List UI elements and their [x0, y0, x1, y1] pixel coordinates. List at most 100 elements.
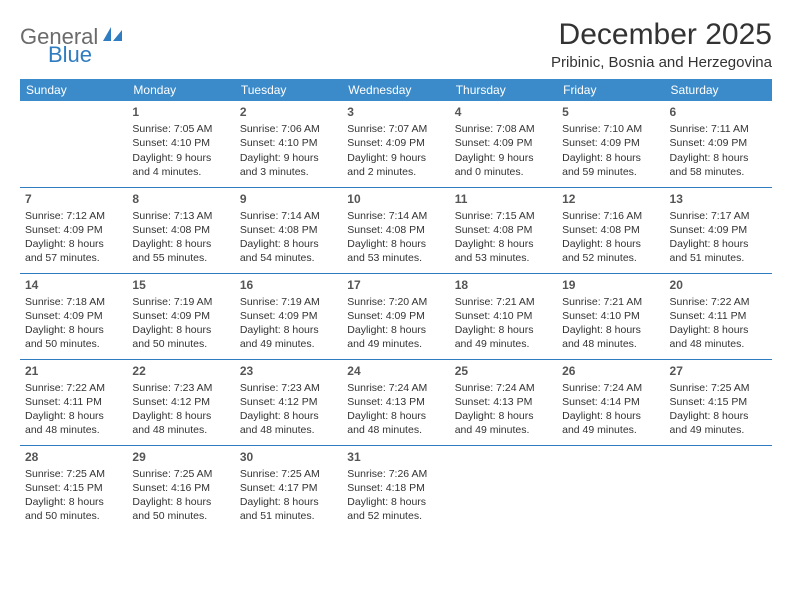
daylight-text: and 48 minutes.: [25, 423, 122, 437]
sunset-text: Sunset: 4:13 PM: [455, 395, 552, 409]
daylight-text: and 50 minutes.: [25, 509, 122, 523]
daylight-text: and 53 minutes.: [455, 251, 552, 265]
sunrise-text: Sunrise: 7:14 AM: [240, 209, 337, 223]
daylight-text: Daylight: 8 hours: [240, 409, 337, 423]
sunrise-text: Sunrise: 7:07 AM: [347, 122, 444, 136]
calendar-cell: [20, 101, 127, 187]
calendar-cell: 20Sunrise: 7:22 AMSunset: 4:11 PMDayligh…: [665, 273, 772, 359]
day-number: 28: [25, 449, 122, 465]
sunset-text: Sunset: 4:08 PM: [240, 223, 337, 237]
daylight-text: and 4 minutes.: [132, 165, 229, 179]
day-number: 4: [455, 104, 552, 120]
calendar-table: Sunday Monday Tuesday Wednesday Thursday…: [20, 79, 772, 531]
sunset-text: Sunset: 4:09 PM: [347, 136, 444, 150]
calendar-cell: 29Sunrise: 7:25 AMSunset: 4:16 PMDayligh…: [127, 445, 234, 531]
daylight-text: Daylight: 8 hours: [25, 323, 122, 337]
calendar-cell: 17Sunrise: 7:20 AMSunset: 4:09 PMDayligh…: [342, 273, 449, 359]
calendar-cell: 28Sunrise: 7:25 AMSunset: 4:15 PMDayligh…: [20, 445, 127, 531]
daylight-text: and 48 minutes.: [240, 423, 337, 437]
sunrise-text: Sunrise: 7:12 AM: [25, 209, 122, 223]
day-number: 30: [240, 449, 337, 465]
daylight-text: Daylight: 8 hours: [562, 151, 659, 165]
logo: General Blue: [20, 18, 124, 50]
daylight-text: Daylight: 8 hours: [670, 409, 767, 423]
day-number: 24: [347, 363, 444, 379]
calendar-week-row: 28 Sunrise: 7:25 AMSunset: 4:15 PM Dayligh…: [20, 445, 772, 531]
day-number: 2: [240, 104, 337, 120]
calendar-cell: 27Sunrise: 7:25 AMSunset: 4:15 PMDayligh…: [665, 359, 772, 445]
daylight-text: and 48 minutes.: [670, 337, 767, 351]
sunset-text: Sunset: 4:09 PM: [132, 309, 229, 323]
calendar-week-row: 14Sunrise: 7:18 AMSunset: 4:09 PMDayligh…: [20, 273, 772, 359]
day-number: 7: [25, 191, 122, 207]
daylight-text: Daylight: 8 hours: [670, 323, 767, 337]
daylight-text: and 51 minutes.: [240, 509, 337, 523]
title-block: December 2025 Pribinic, Bosnia and Herze…: [551, 18, 772, 71]
sunset-text: Sunset: 4:12 PM: [132, 395, 229, 409]
calendar-cell: 26Sunrise: 7:24 AMSunset: 4:14 PMDayligh…: [557, 359, 664, 445]
day-number: 13: [670, 191, 767, 207]
sunset-text: Sunset: 4:16 PM: [132, 481, 229, 495]
calendar-cell: 16Sunrise: 7:19 AMSunset: 4:09 PMDayligh…: [235, 273, 342, 359]
daylight-text: and 53 minutes.: [347, 251, 444, 265]
daylight-text: Daylight: 8 hours: [25, 237, 122, 251]
sunset-text: Sunset: 4:08 PM: [562, 223, 659, 237]
day-number: 25: [455, 363, 552, 379]
day-header: Monday: [127, 79, 234, 101]
daylight-text: and 57 minutes.: [25, 251, 122, 265]
calendar-cell: 21Sunrise: 7:22 AMSunset: 4:11 PMDayligh…: [20, 359, 127, 445]
calendar-week-row: 1Sunrise: 7:05 AMSunset: 4:10 PMDaylight…: [20, 101, 772, 187]
calendar-cell: 13Sunrise: 7:17 AMSunset: 4:09 PMDayligh…: [665, 187, 772, 273]
sunrise-text: Sunrise: 7:08 AM: [455, 122, 552, 136]
daylight-text: Daylight: 8 hours: [455, 323, 552, 337]
calendar-cell: 23Sunrise: 7:23 AMSunset: 4:12 PMDayligh…: [235, 359, 342, 445]
daylight-text: Daylight: 8 hours: [25, 409, 122, 423]
logo-word-2: Blue: [48, 42, 92, 68]
calendar-cell: 24Sunrise: 7:24 AMSunset: 4:13 PMDayligh…: [342, 359, 449, 445]
sunrise-text: Sunrise: 7:21 AM: [562, 295, 659, 309]
daylight-text: and 52 minutes.: [347, 509, 444, 523]
daylight-text: Daylight: 8 hours: [240, 495, 337, 509]
sunrise-text: Sunrise: 7:25 AM: [25, 467, 122, 481]
sunrise-text: Sunrise: 7:22 AM: [670, 295, 767, 309]
calendar-cell: 4Sunrise: 7:08 AMSunset: 4:09 PMDaylight…: [450, 101, 557, 187]
daylight-text: and 48 minutes.: [562, 337, 659, 351]
day-number: 29: [132, 449, 229, 465]
day-number: 23: [240, 363, 337, 379]
sunrise-text: Sunrise: 7:19 AM: [132, 295, 229, 309]
sunset-text: Sunset: 4:11 PM: [25, 395, 122, 409]
daylight-text: Daylight: 9 hours: [240, 151, 337, 165]
sunset-text: Sunset: 4:09 PM: [670, 223, 767, 237]
sunset-text: Sunset: 4:15 PM: [25, 481, 122, 495]
day-number: 3: [347, 104, 444, 120]
daylight-text: Daylight: 8 hours: [347, 323, 444, 337]
daylight-text: Daylight: 8 hours: [347, 409, 444, 423]
day-number: 16: [240, 277, 337, 293]
day-number: 22: [132, 363, 229, 379]
day-number: 19: [562, 277, 659, 293]
sunrise-text: Sunrise: 7:23 AM: [132, 381, 229, 395]
daylight-text: Daylight: 8 hours: [347, 495, 444, 509]
daylight-text: Daylight: 8 hours: [562, 237, 659, 251]
sunset-text: Sunset: 4:09 PM: [347, 309, 444, 323]
daylight-text: Daylight: 8 hours: [670, 151, 767, 165]
calendar-cell: 31Sunrise: 7:26 AMSunset: 4:18 PMDayligh…: [342, 445, 449, 531]
calendar-cell: 30Sunrise: 7:25 AMSunset: 4:17 PMDayligh…: [235, 445, 342, 531]
daylight-text: and 50 minutes.: [132, 509, 229, 523]
calendar-cell: 12Sunrise: 7:16 AMSunset: 4:08 PMDayligh…: [557, 187, 664, 273]
calendar-cell: 19Sunrise: 7:21 AMSunset: 4:10 PMDayligh…: [557, 273, 664, 359]
daylight-text: Daylight: 8 hours: [132, 237, 229, 251]
sunset-text: Sunset: 4:09 PM: [240, 309, 337, 323]
day-header-row: Sunday Monday Tuesday Wednesday Thursday…: [20, 79, 772, 101]
daylight-text: Daylight: 8 hours: [562, 323, 659, 337]
sunset-text: Sunset: 4:14 PM: [562, 395, 659, 409]
sunrise-text: Sunrise: 7:21 AM: [455, 295, 552, 309]
day-number: 14: [25, 277, 122, 293]
header: General Blue December 2025 Pribinic, Bos…: [20, 18, 772, 71]
calendar-cell: [665, 445, 772, 531]
daylight-text: Daylight: 8 hours: [670, 237, 767, 251]
sunrise-text: Sunrise: 7:15 AM: [455, 209, 552, 223]
sunset-text: Sunset: 4:11 PM: [670, 309, 767, 323]
daylight-text: Daylight: 8 hours: [132, 409, 229, 423]
sunset-text: Sunset: 4:09 PM: [455, 136, 552, 150]
